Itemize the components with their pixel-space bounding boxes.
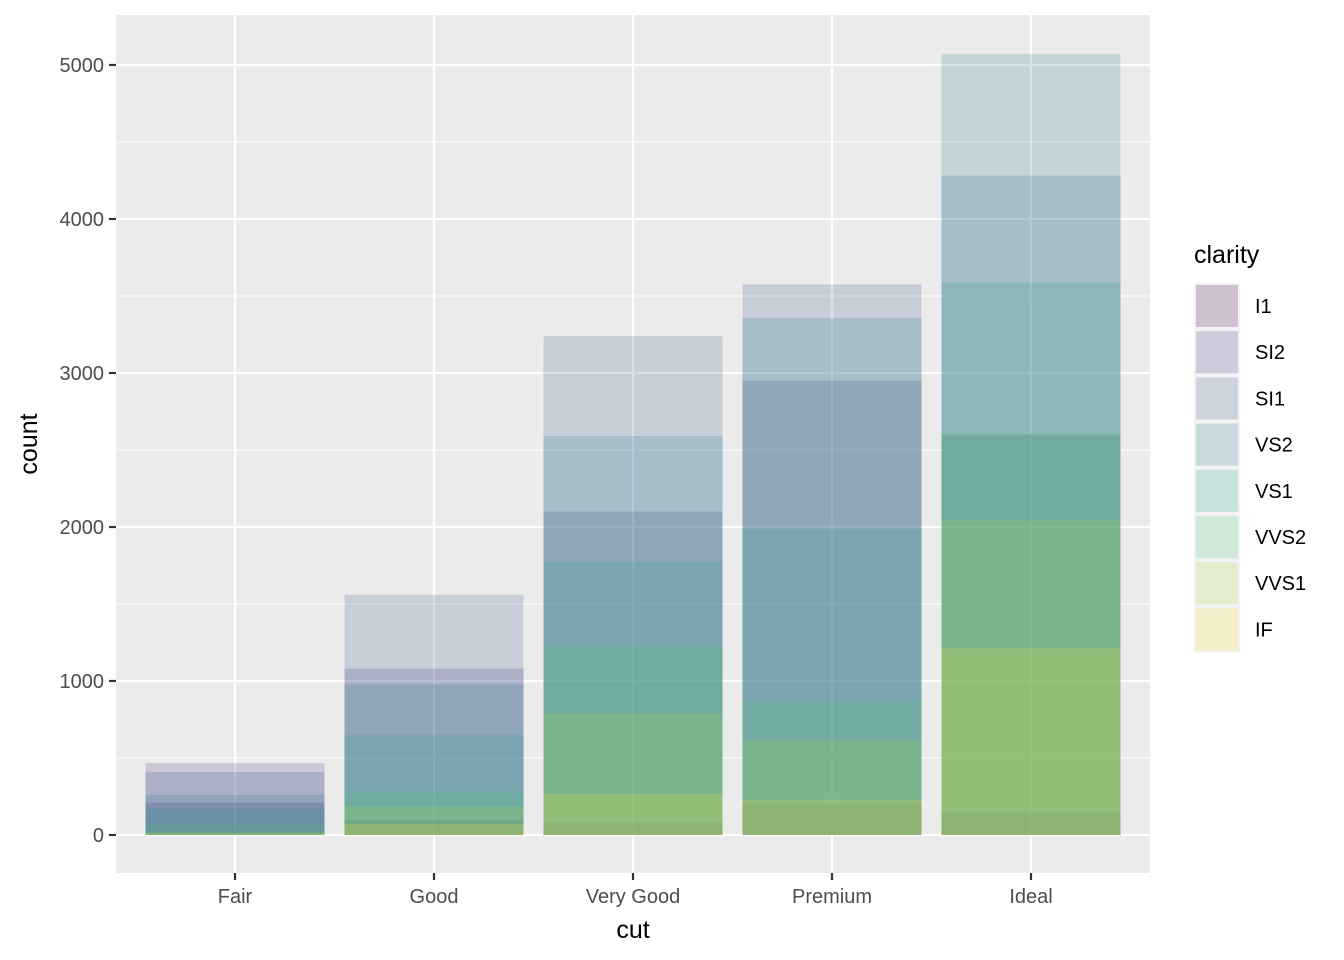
legend-item-vs2: VS2 xyxy=(1194,421,1293,468)
bar-vvs1-fair xyxy=(145,832,325,835)
bar-i1-good xyxy=(344,820,524,835)
bar-vs1-very-good xyxy=(543,561,723,835)
legend-swatch xyxy=(1196,469,1238,512)
bar-si1-very-good xyxy=(543,336,723,835)
bar-vvs1-good xyxy=(344,806,524,835)
bar-si1-good xyxy=(344,594,524,835)
legend-item-si1: SI1 xyxy=(1194,375,1285,422)
legend-swatch xyxy=(1196,608,1238,651)
legend-title: clarity xyxy=(1194,241,1260,269)
legend-label: VVS1 xyxy=(1255,573,1306,595)
bar-si2-fair xyxy=(145,763,325,835)
x-axis: Fair Good Very Good Premium Ideal xyxy=(218,873,1053,908)
legend-label: VS1 xyxy=(1255,481,1293,503)
bar-if-fair xyxy=(145,833,325,835)
bar-vvs1-very-good xyxy=(543,713,723,835)
legend-item-i1: I1 xyxy=(1194,283,1272,329)
y-tick-label: 3000 xyxy=(60,363,105,385)
y-axis-title: count xyxy=(15,413,43,474)
bar-if-ideal xyxy=(941,648,1121,835)
y-tick-label: 5000 xyxy=(60,55,105,77)
bars xyxy=(145,54,1121,836)
bar-i1-premium xyxy=(742,803,922,835)
bar-if-premium xyxy=(742,799,922,835)
bar-vs2-good xyxy=(344,684,524,835)
bar-si2-ideal xyxy=(941,434,1121,835)
bar-vs2-ideal xyxy=(941,54,1121,836)
bar-si1-premium xyxy=(742,284,922,835)
legend-swatch xyxy=(1196,377,1238,420)
x-tick-label: Good xyxy=(410,886,459,908)
legend-swatch xyxy=(1196,562,1238,605)
bar-si2-very-good xyxy=(543,511,723,835)
bar-vvs1-premium xyxy=(742,740,922,835)
legend-item-if: IF xyxy=(1194,606,1273,653)
x-tick-label: Ideal xyxy=(1009,886,1052,908)
bar-vs1-premium xyxy=(742,528,922,835)
bar-if-very-good xyxy=(543,793,723,835)
y-tick-label: 1000 xyxy=(60,671,105,693)
legend-label: VS2 xyxy=(1255,435,1293,457)
bar-vvs2-very-good xyxy=(543,644,723,835)
bar-si2-good xyxy=(344,668,524,835)
bar-vs2-premium xyxy=(742,318,922,836)
y-axis: 0 1000 2000 3000 4000 5000 xyxy=(60,55,116,847)
bar-i1-ideal xyxy=(941,812,1121,835)
y-tick-label: 4000 xyxy=(60,209,105,231)
bar-si1-fair xyxy=(145,772,325,835)
legend-label: SI2 xyxy=(1255,342,1285,364)
legend-item-si2: SI2 xyxy=(1194,329,1285,376)
bar-si1-ideal xyxy=(941,175,1121,835)
bar-vs1-good xyxy=(344,735,524,835)
x-tick-label: Fair xyxy=(218,886,253,908)
major-gridlines xyxy=(116,15,1150,873)
y-tick-label: 0 xyxy=(93,825,104,847)
legend-swatch xyxy=(1196,423,1238,466)
x-tick-label: Premium xyxy=(792,886,872,908)
bar-vvs2-good xyxy=(344,790,524,835)
legend: clarity I1 SI2 SI1 VS2 VS1 VVS2 VVS1 IF xyxy=(1194,241,1306,653)
bar-vvs1-ideal xyxy=(941,519,1121,835)
y-tick-label: 2000 xyxy=(60,517,105,539)
legend-item-vvs2: VVS2 xyxy=(1194,514,1306,560)
legend-swatch xyxy=(1196,331,1238,374)
bar-if-good xyxy=(344,824,524,835)
bar-vs1-ideal xyxy=(941,282,1121,835)
bar-si2-premium xyxy=(742,380,922,835)
legend-label: SI1 xyxy=(1255,388,1285,410)
legend-label: I1 xyxy=(1255,296,1272,318)
x-axis-title: cut xyxy=(616,916,649,944)
bar-vs2-very-good xyxy=(543,435,723,835)
bar-i1-very-good xyxy=(543,822,723,835)
bar-vvs2-fair xyxy=(145,824,325,835)
legend-item-vs1: VS1 xyxy=(1194,467,1293,514)
bar-vvs2-premium xyxy=(742,701,922,835)
bar-i1-fair xyxy=(145,802,325,835)
legend-label: IF xyxy=(1255,619,1273,641)
bar-vs1-fair xyxy=(145,808,325,835)
bar-vs2-fair xyxy=(145,794,325,835)
x-tick-label: Very Good xyxy=(586,886,681,908)
legend-label: VVS2 xyxy=(1255,527,1306,549)
legend-swatch xyxy=(1196,516,1238,558)
legend-swatch xyxy=(1196,285,1238,327)
legend-item-vvs1: VVS1 xyxy=(1194,560,1306,607)
bar-vvs2-ideal xyxy=(941,433,1121,835)
